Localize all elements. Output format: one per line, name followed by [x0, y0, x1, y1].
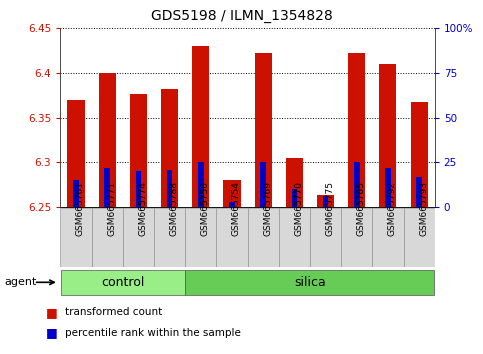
Bar [136, 171, 141, 207]
Bar [317, 195, 334, 207]
Bar [130, 95, 147, 207]
Bar [416, 177, 422, 207]
Bar [154, 208, 185, 267]
Bar [229, 202, 235, 207]
Text: GSM665788: GSM665788 [170, 181, 179, 236]
Bar [279, 208, 310, 267]
Text: GSM665774: GSM665774 [138, 182, 147, 236]
Bar [292, 189, 297, 207]
Bar [99, 73, 116, 207]
Bar [167, 170, 172, 207]
Bar [216, 208, 248, 267]
Bar [61, 270, 185, 295]
Bar [92, 208, 123, 267]
Bar [123, 208, 154, 267]
Bar [192, 46, 209, 207]
Text: GSM665754: GSM665754 [232, 182, 241, 236]
Bar [185, 270, 434, 295]
Bar [385, 168, 391, 207]
Bar [223, 180, 241, 207]
Text: GSM665761: GSM665761 [76, 181, 85, 236]
Text: GSM665785: GSM665785 [357, 181, 366, 236]
Bar [104, 168, 110, 207]
Text: GSM665793: GSM665793 [419, 181, 428, 236]
Text: transformed count: transformed count [65, 307, 162, 317]
Bar [372, 208, 403, 267]
Text: GSM665771: GSM665771 [107, 181, 116, 236]
Bar [185, 208, 216, 267]
Text: ■: ■ [46, 306, 57, 319]
Bar [341, 208, 372, 267]
Text: silica: silica [294, 276, 326, 289]
Text: percentile rank within the sample: percentile rank within the sample [65, 328, 241, 338]
Text: agent: agent [5, 278, 37, 287]
Bar [198, 162, 203, 207]
Bar [255, 53, 272, 207]
Text: GSM665775: GSM665775 [326, 181, 335, 236]
Text: GSM665769: GSM665769 [263, 181, 272, 236]
Text: ■: ■ [46, 326, 57, 339]
Bar [354, 162, 359, 207]
Bar [60, 208, 92, 267]
Bar [247, 208, 279, 267]
Text: GSM665750: GSM665750 [201, 181, 210, 236]
Text: control: control [101, 276, 144, 289]
Bar [323, 196, 328, 207]
Bar [286, 158, 303, 207]
Bar [379, 64, 397, 207]
Text: GDS5198 / ILMN_1354828: GDS5198 / ILMN_1354828 [151, 9, 332, 23]
Bar [411, 102, 427, 207]
Bar [161, 89, 178, 207]
Text: GSM665792: GSM665792 [388, 182, 397, 236]
Bar [73, 180, 79, 207]
Bar [68, 100, 85, 207]
Bar [403, 208, 435, 267]
Bar [348, 53, 365, 207]
Text: GSM665770: GSM665770 [294, 181, 303, 236]
Bar [260, 162, 266, 207]
Bar [310, 208, 341, 267]
